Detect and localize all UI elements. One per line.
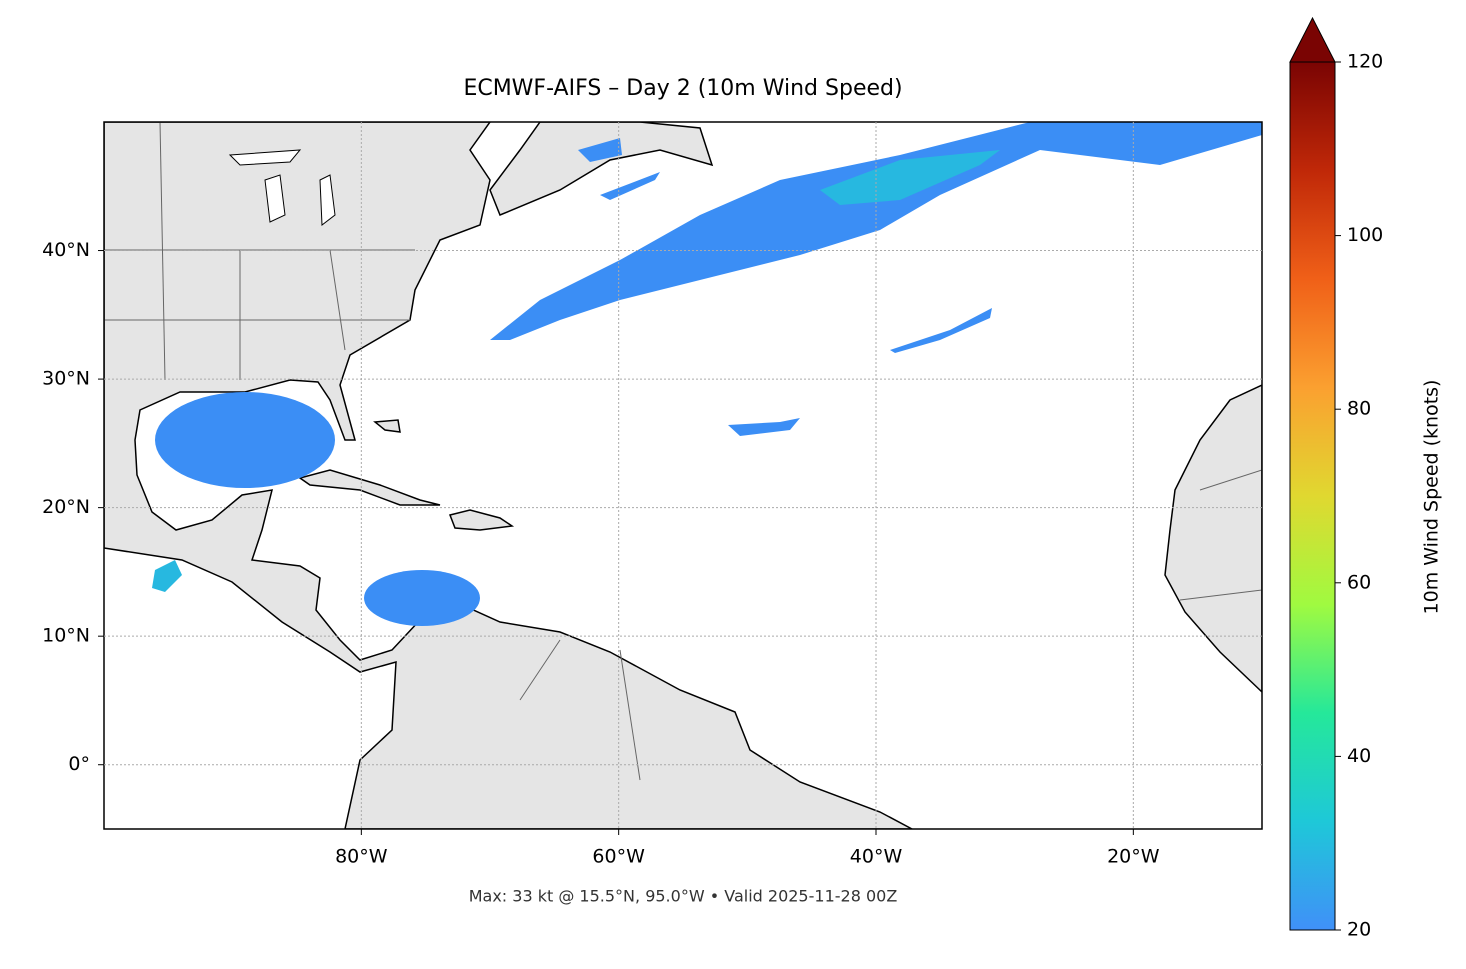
colorbar-tick-label: 40 <box>1347 745 1371 767</box>
wind-jet-core <box>820 150 1000 205</box>
colorbar-extend <box>1289 16 1336 63</box>
wind-pacific <box>152 560 182 592</box>
colorbar-tick-label: 100 <box>1347 224 1383 246</box>
plot-frame <box>103 121 1263 830</box>
north-america <box>104 122 913 829</box>
y-tick-label: 0° <box>68 753 90 775</box>
y-tick-label: 10°N <box>42 625 90 647</box>
borders <box>104 122 1262 781</box>
x-tick-label: 40°W <box>850 846 903 868</box>
footnote: Max: 33 kt @ 15.5°N, 95.0°W • Valid 2025… <box>469 887 898 906</box>
africa <box>1164 384 1262 694</box>
colorbar <box>1289 61 1336 931</box>
x-tick-label: 80°W <box>335 846 388 868</box>
canada-east <box>489 122 714 216</box>
map-layer <box>104 122 1262 829</box>
x-tick-label: 60°W <box>592 846 645 868</box>
y-tick-label: 20°N <box>42 496 90 518</box>
colorbar-tick-label: 80 <box>1347 398 1371 420</box>
colorbar-label: 10m Wind Speed (knots) <box>1421 380 1443 615</box>
lake <box>228 149 336 226</box>
y-tick-label: 30°N <box>42 368 90 390</box>
x-tick-label: 20°W <box>1107 846 1160 868</box>
chart-title: ECMWF-AIFS – Day 2 (10m Wind Speed) <box>463 76 902 101</box>
colorbar-tick-label: 20 <box>1347 919 1371 941</box>
wind-gulf <box>155 392 335 488</box>
bahamas <box>373 419 401 433</box>
hispaniola <box>448 509 515 531</box>
colorbar-tick-label: 60 <box>1347 571 1371 593</box>
y-tick-label: 40°N <box>42 239 90 261</box>
wind-caribbean <box>364 570 480 626</box>
colorbar-tick-label: 120 <box>1347 51 1383 73</box>
cuba <box>298 469 441 506</box>
